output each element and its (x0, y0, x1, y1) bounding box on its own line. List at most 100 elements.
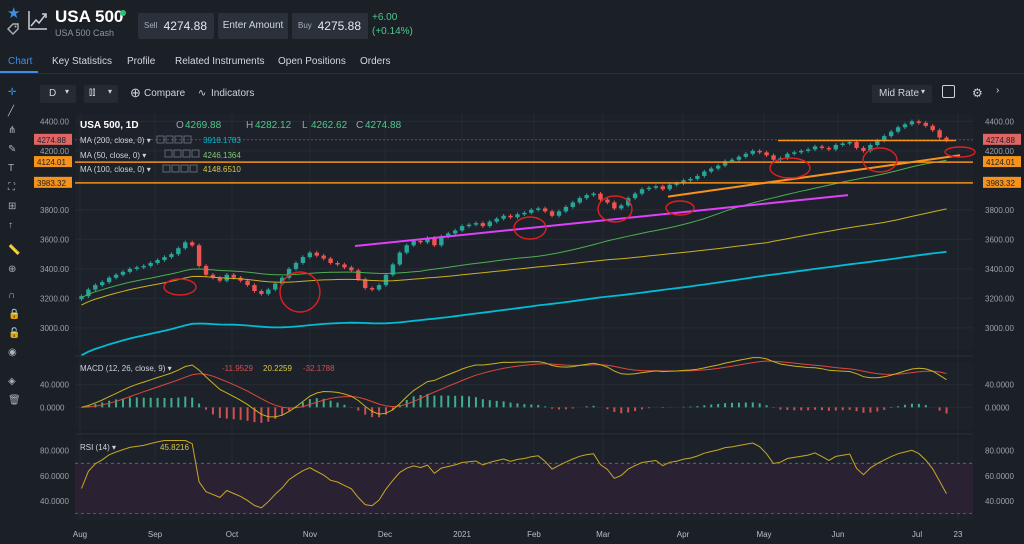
legend-action-icon (165, 135, 174, 144)
candle-body (134, 267, 140, 269)
candle-body (522, 212, 527, 215)
level1-tag-right (983, 156, 1021, 168)
compare-icon[interactable]: ⊕ (130, 85, 141, 100)
candle-body (625, 198, 631, 206)
buy-button[interactable]: Buy 4275.88 (292, 13, 368, 39)
rising-trendline (667, 154, 961, 198)
trash-icon[interactable]: 🗑 (8, 395, 21, 406)
legend-ohlc-label: C (356, 120, 363, 131)
macd-value-b: 20.2259 (263, 364, 292, 373)
favorite-star-icon[interactable]: ★ (7, 5, 21, 22)
candle-body (376, 285, 382, 290)
indicators-button[interactable]: Indicators (211, 88, 255, 99)
gear-icon[interactable]: ⚙ (972, 86, 983, 100)
candle-body (709, 168, 714, 172)
legend-ohlc-label: O (176, 120, 184, 131)
price-tick-right: 3200.00 (985, 294, 1014, 303)
tab-related-instruments[interactable]: Related Instruments (175, 56, 265, 67)
tag-icon[interactable] (6, 22, 20, 36)
candle-body (113, 274, 119, 278)
level2-tag-left (34, 176, 72, 188)
legend-action-icon (173, 149, 182, 158)
text-icon[interactable]: T (8, 163, 15, 174)
macd-value-c: -32.1788 (303, 364, 335, 373)
candle-body (397, 252, 403, 265)
price-source-select[interactable]: Mid Rate ▾ (872, 85, 932, 103)
candle-body (785, 153, 790, 159)
tab-profile[interactable]: Profile (127, 56, 156, 67)
interval-select[interactable]: D ▾ (40, 85, 76, 103)
candle-body (591, 193, 596, 196)
lock-icon[interactable]: 🔒 (8, 309, 21, 320)
legend-title: USA 500, 1D (80, 120, 139, 131)
ruler-icon[interactable]: 📏 (8, 245, 21, 256)
legend-action-icon (171, 164, 180, 173)
legend-ohlc-value: 4262.62 (311, 120, 348, 131)
candle-body (349, 267, 354, 271)
current-price-tag-left (34, 133, 72, 145)
candle-body (328, 258, 333, 263)
eye-icon[interactable]: ◉ (8, 347, 17, 358)
rsi-panel (75, 438, 973, 520)
month-label: Dec (378, 530, 392, 539)
projection-icon[interactable]: ⊞ (8, 201, 17, 212)
fib-icon[interactable]: ⋔ (8, 125, 17, 136)
candle-body (632, 193, 638, 199)
candle-body (882, 136, 887, 141)
candle-body (875, 140, 880, 145)
candle-body (729, 159, 735, 162)
price-tick-right: 4200.00 (985, 147, 1014, 156)
candle-body (743, 153, 749, 157)
arrow-up-icon[interactable]: ↑ (8, 220, 13, 231)
candle-body (480, 223, 486, 227)
ma50-line (81, 159, 947, 299)
pattern-icon[interactable]: ⛶ (8, 182, 15, 193)
ma200-line (81, 250, 947, 357)
compare-button[interactable]: Compare (144, 88, 186, 99)
candle-body (266, 289, 271, 294)
candle-body (273, 283, 278, 290)
candle-body (169, 254, 174, 258)
candle-body (321, 255, 326, 259)
tab-chart[interactable]: Chart (8, 56, 33, 67)
brush-icon[interactable]: ✎ (8, 144, 17, 155)
tab-orders[interactable]: Orders (360, 56, 391, 67)
magnet-icon[interactable]: ∩ (8, 290, 16, 301)
candle-body (660, 186, 665, 190)
trend-line-icon[interactable]: ╱ (8, 106, 15, 117)
legend-action-icon (174, 135, 183, 144)
candle-body (619, 205, 624, 209)
indicators-icon[interactable]: ∿ (198, 88, 207, 99)
amount-input[interactable]: Enter Amount (218, 13, 288, 39)
sell-button[interactable]: Sell 4274.88 (138, 13, 214, 39)
candle-body (259, 291, 264, 294)
zoom-in-icon[interactable]: ⊕ (8, 264, 17, 275)
candle-body (778, 158, 783, 160)
instrument-subtitle: USA 500 Cash (55, 28, 115, 38)
unlock-icon[interactable]: 🔓 (8, 328, 21, 339)
fullscreen-icon[interactable] (942, 85, 955, 98)
crosshair-icon[interactable]: ✛ (8, 87, 17, 98)
candle-body (944, 137, 949, 141)
level1-tag-right-text: 4124.01 (986, 158, 1015, 167)
rsi-tick-right: 40.0000 (985, 497, 1014, 506)
layers-icon[interactable]: ◈ (8, 376, 16, 387)
month-label: Jul (912, 530, 922, 539)
macd-tick-left: 40.0000 (40, 381, 69, 390)
candle-body (342, 264, 347, 268)
candle-body (605, 199, 610, 203)
candle-body (210, 274, 216, 278)
chevron-down-icon: ▾ (65, 87, 70, 96)
chart-type-select[interactable]: ⫾⫾ ▾ (84, 85, 118, 103)
tab-key-statistics[interactable]: Key Statistics (52, 56, 113, 67)
annotation-circle (163, 278, 197, 296)
candle-body (100, 282, 105, 286)
price-tick-left: 3400.00 (40, 265, 69, 274)
macd-tick-right: 40.0000 (985, 381, 1014, 390)
month-label: Mar (596, 530, 610, 539)
collapse-icon[interactable]: › (996, 85, 1000, 96)
tab-open-positions[interactable]: Open Positions (278, 56, 346, 67)
price-tick-right: 4400.00 (985, 117, 1014, 126)
price-tick-right: 3400.00 (985, 265, 1014, 274)
